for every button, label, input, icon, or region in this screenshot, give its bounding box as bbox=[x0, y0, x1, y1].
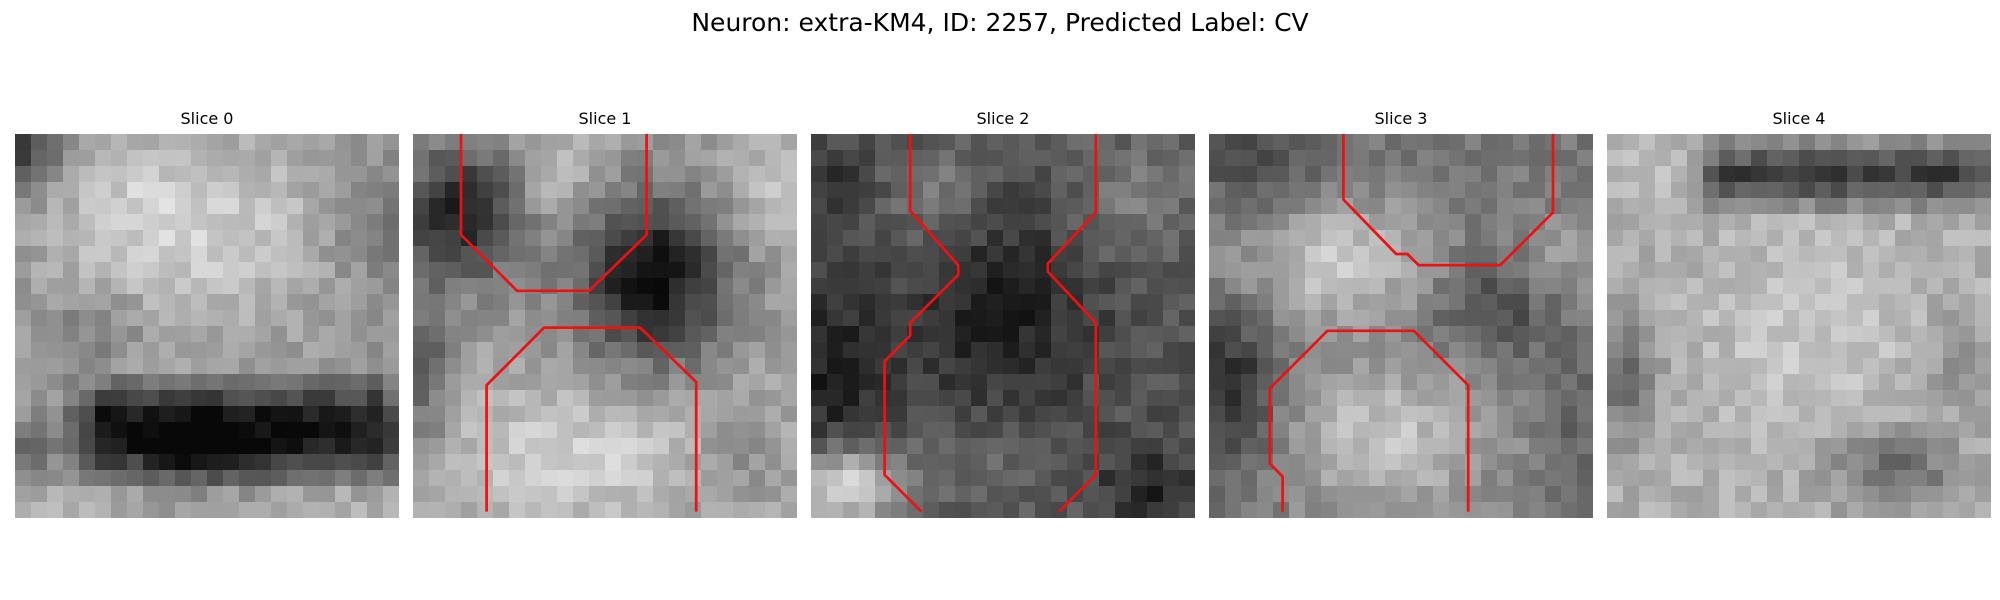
slice-panel: Slice 2 bbox=[811, 108, 1195, 518]
slice-title: Slice 4 bbox=[1772, 109, 1826, 128]
slice-panel: Slice 1 bbox=[413, 108, 797, 518]
slice-pixels bbox=[811, 134, 1195, 518]
segmentation-contour bbox=[883, 134, 960, 513]
slice-panel: Slice 3 bbox=[1209, 108, 1593, 518]
slice-pixels bbox=[15, 134, 399, 518]
slice-image bbox=[413, 134, 797, 518]
slice-title: Slice 2 bbox=[976, 109, 1030, 128]
slice-image bbox=[811, 134, 1195, 518]
slice-image bbox=[1607, 134, 1991, 518]
segmentation-contour bbox=[485, 326, 698, 512]
segmentation-contour bbox=[1342, 134, 1555, 267]
slice-panel: Slice 4 bbox=[1607, 108, 1991, 518]
slice-title: Slice 1 bbox=[578, 109, 632, 128]
slice-title: Slice 3 bbox=[1374, 109, 1428, 128]
segmentation-contour bbox=[1046, 134, 1098, 513]
slice-image bbox=[1209, 134, 1593, 518]
figure-title: Neuron: extra-KM4, ID: 2257, Predicted L… bbox=[691, 8, 1309, 37]
slice-image bbox=[15, 134, 399, 518]
segmentation-contour bbox=[1268, 329, 1470, 512]
slice-pixels bbox=[1607, 134, 1991, 518]
slice-pixels bbox=[413, 134, 797, 518]
slice-panel: Slice 0 bbox=[15, 108, 399, 518]
slice-pixels bbox=[1209, 134, 1593, 518]
segmentation-contour bbox=[459, 134, 648, 293]
slice-title: Slice 0 bbox=[180, 109, 234, 128]
